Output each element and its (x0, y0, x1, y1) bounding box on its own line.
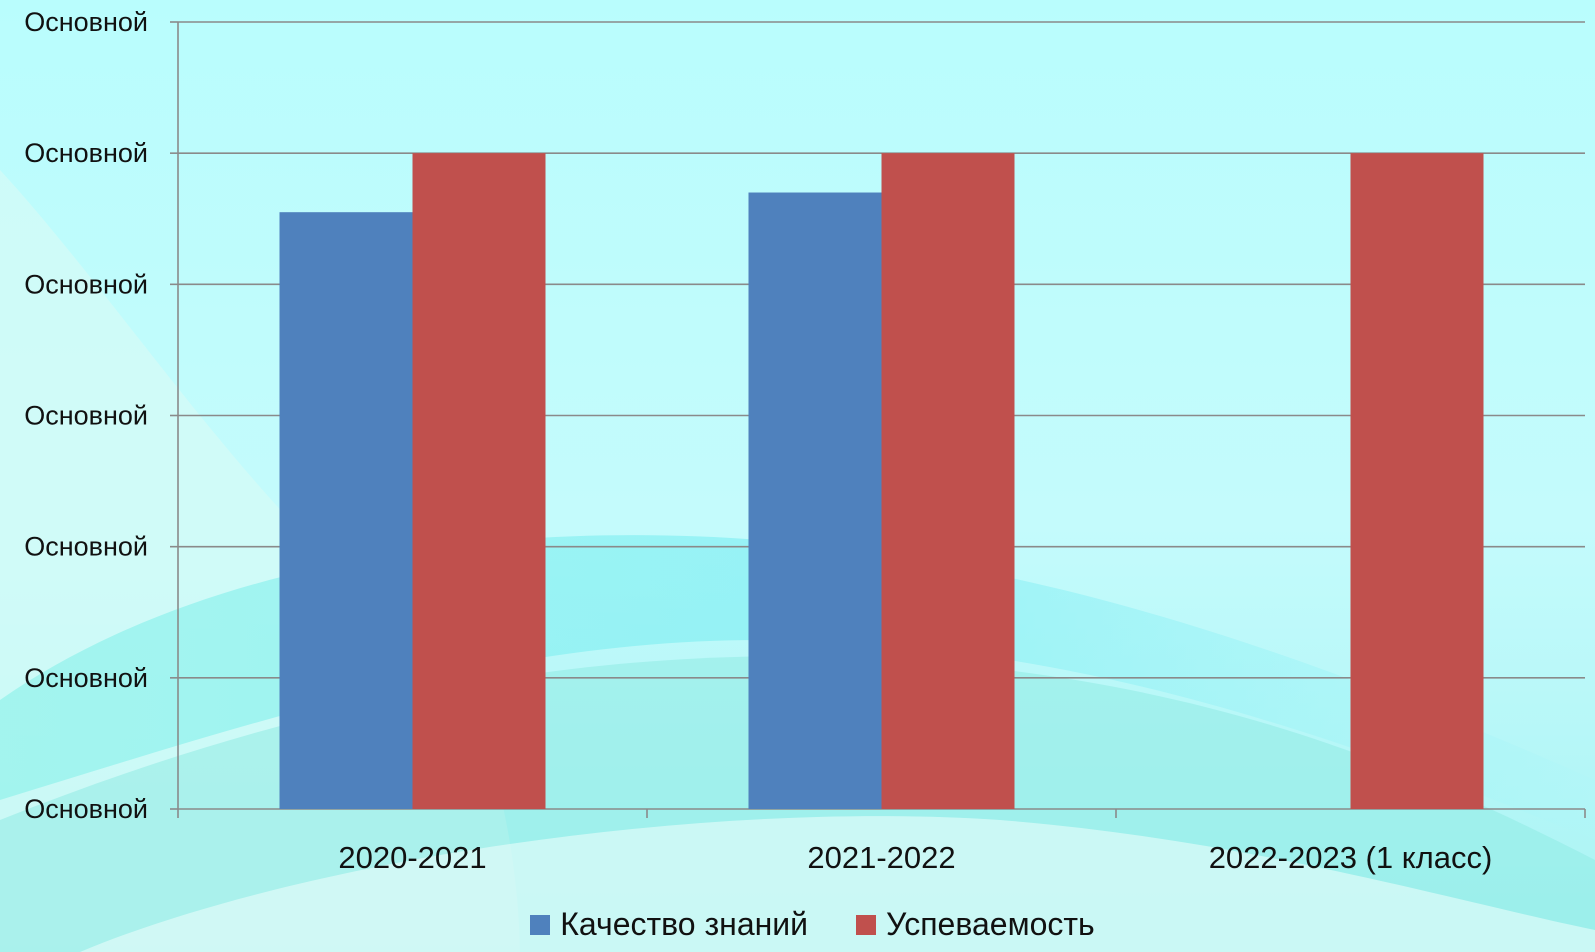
axis-labels: Основной Основной Основной Основной Основной… (24, 7, 1492, 875)
x-tick-label: 2022-2023 (1 класс) (1209, 840, 1493, 875)
legend-swatch-progress (856, 914, 877, 935)
x-tick-label: 2020-2021 (338, 840, 486, 875)
bars (279, 153, 1484, 810)
legend-swatch-quality (530, 914, 551, 935)
bar-progress (881, 153, 1015, 809)
legend-item-quality: Качество знаний (530, 906, 808, 943)
y-tick-label: Основной (24, 401, 148, 431)
legend-item-progress: Успеваемость (856, 906, 1095, 943)
x-tick-label: 2021-2022 (807, 840, 955, 875)
bar-progress (412, 153, 546, 809)
bar-progress (1350, 153, 1484, 809)
legend-label-progress: Успеваемость (886, 906, 1095, 942)
legend: Качество знаний Успеваемость (0, 906, 1595, 943)
y-tick-label: Основной (24, 794, 148, 824)
legend-label-quality: Качество знаний (560, 906, 809, 942)
bar-quality (279, 212, 413, 810)
y-tick-label: Основной (24, 7, 148, 37)
y-tick-label: Основной (24, 532, 148, 562)
y-tick-label: Основной (24, 269, 148, 299)
bar-quality (748, 192, 882, 809)
y-tick-label: Основной (24, 138, 148, 168)
y-tick-label: Основной (24, 663, 148, 693)
